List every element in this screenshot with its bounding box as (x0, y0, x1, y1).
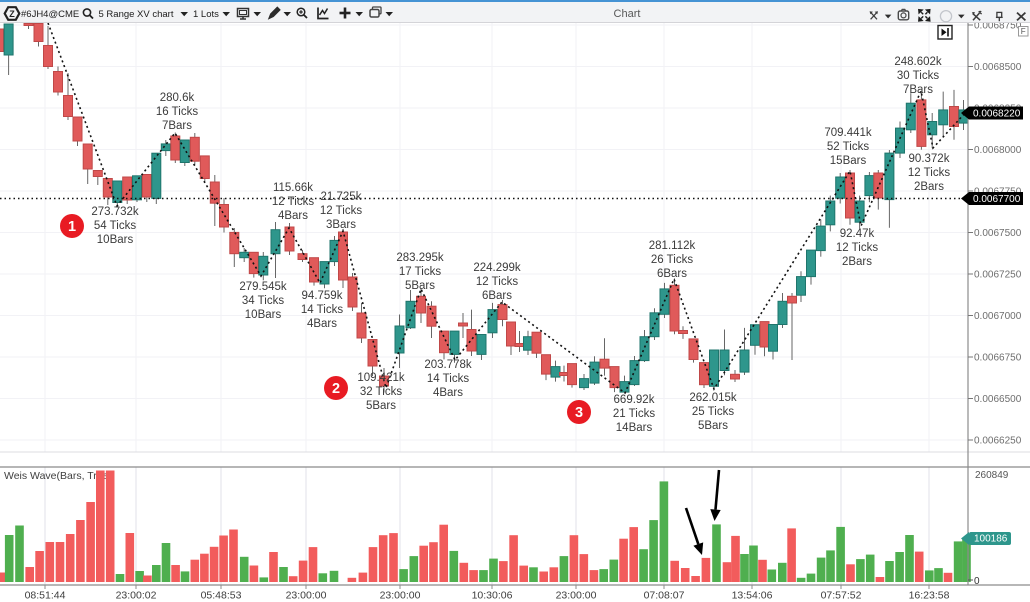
svg-text:Z: Z (9, 9, 15, 19)
svg-text:3Bars: 3Bars (326, 219, 356, 231)
svg-text:2Bars: 2Bars (914, 181, 944, 193)
svg-text:262.015k: 262.015k (689, 392, 737, 404)
svg-text:94.759k: 94.759k (302, 290, 343, 302)
svg-text:0.0066750: 0.0066750 (974, 353, 1022, 364)
svg-text:14 Ticks: 14 Ticks (427, 373, 469, 385)
svg-text:05:48:53: 05:48:53 (201, 590, 242, 602)
svg-text:14 Ticks: 14 Ticks (301, 304, 343, 316)
svg-text:280.6k: 280.6k (160, 92, 195, 104)
svg-text:669.92k: 669.92k (614, 394, 655, 406)
svg-text:15Bars: 15Bars (830, 155, 867, 167)
svg-text:6Bars: 6Bars (657, 268, 687, 280)
svg-text:0.0066250: 0.0066250 (974, 436, 1022, 447)
svg-text:0.0068750: 0.0068750 (974, 23, 1022, 32)
svg-text:7Bars: 7Bars (162, 120, 192, 132)
svg-text:12 Ticks: 12 Ticks (272, 196, 314, 208)
svg-text:12 Ticks: 12 Ticks (476, 276, 518, 288)
svg-text:16 Ticks: 16 Ticks (156, 106, 198, 118)
svg-text:2Bars: 2Bars (842, 256, 872, 268)
svg-text:115.66k: 115.66k (273, 182, 313, 194)
svg-text:52 Ticks: 52 Ticks (827, 141, 869, 153)
svg-text:0.0066500: 0.0066500 (974, 394, 1022, 405)
svg-text:2: 2 (332, 381, 340, 397)
svg-text:13:54:06: 13:54:06 (732, 590, 773, 602)
svg-text:54 Ticks: 54 Ticks (94, 220, 136, 232)
svg-text:10Bars: 10Bars (245, 309, 282, 321)
svg-text:281.112k: 281.112k (649, 240, 696, 252)
svg-text:21.725k: 21.725k (321, 191, 362, 203)
svg-text:07:08:07: 07:08:07 (644, 590, 685, 602)
svg-text:0.0067250: 0.0067250 (974, 270, 1022, 281)
svg-text:26 Ticks: 26 Ticks (651, 254, 693, 266)
svg-text:279.545k: 279.545k (239, 281, 287, 293)
svg-text:260849: 260849 (975, 470, 1009, 481)
svg-text:23:00:00: 23:00:00 (380, 590, 421, 602)
svg-text:12 Ticks: 12 Ticks (320, 205, 362, 217)
svg-text:0.0068500: 0.0068500 (974, 62, 1022, 73)
svg-text:23:00:00: 23:00:00 (556, 590, 597, 602)
svg-text:4Bars: 4Bars (278, 210, 308, 222)
svg-text:0.0067500: 0.0067500 (974, 228, 1022, 239)
svg-text:21 Ticks: 21 Ticks (613, 408, 655, 420)
svg-text:4Bars: 4Bars (307, 318, 337, 330)
svg-text:203.778k: 203.778k (424, 359, 472, 371)
svg-text:248.602k: 248.602k (894, 56, 942, 68)
svg-text:34 Ticks: 34 Ticks (242, 295, 284, 307)
svg-text:1 Lots: 1 Lots (193, 9, 219, 20)
svg-text:273.732k: 273.732k (91, 206, 139, 218)
svg-text:12 Ticks: 12 Ticks (908, 167, 950, 179)
svg-text:109.421k: 109.421k (357, 372, 405, 384)
svg-text:92.47k: 92.47k (840, 228, 875, 240)
svg-text:10Bars: 10Bars (97, 234, 134, 246)
svg-text:709.441k: 709.441k (824, 127, 872, 139)
svg-text:7Bars: 7Bars (903, 84, 933, 96)
svg-text:23:00:00: 23:00:00 (286, 590, 327, 602)
svg-text:23:00:02: 23:00:02 (116, 590, 157, 602)
svg-text:3: 3 (575, 405, 583, 421)
svg-text:17 Ticks: 17 Ticks (399, 266, 441, 278)
svg-text:224.299k: 224.299k (473, 262, 521, 274)
svg-text:5Bars: 5Bars (366, 400, 396, 412)
svg-text:Chart: Chart (614, 8, 641, 20)
svg-text:0: 0 (974, 576, 980, 587)
svg-text:0.0068220: 0.0068220 (973, 109, 1021, 120)
svg-text:5Bars: 5Bars (405, 280, 435, 292)
svg-text:30 Ticks: 30 Ticks (897, 70, 939, 82)
svg-text:5Bars: 5Bars (698, 420, 728, 432)
svg-text:6Bars: 6Bars (482, 290, 512, 302)
svg-text:1: 1 (68, 219, 76, 235)
svg-text:283.295k: 283.295k (396, 252, 444, 264)
svg-text:07:57:52: 07:57:52 (821, 590, 862, 602)
svg-text:#6JH4@CME: #6JH4@CME (21, 9, 79, 20)
svg-text:08:51:44: 08:51:44 (25, 590, 66, 602)
svg-text:10:30:06: 10:30:06 (472, 590, 513, 602)
svg-text:5 Range XV chart: 5 Range XV chart (99, 9, 174, 20)
svg-text:100186: 100186 (974, 534, 1008, 545)
svg-text:Weis Wave(Bars, True): Weis Wave(Bars, True) (4, 470, 112, 482)
svg-text:16:23:58: 16:23:58 (909, 590, 950, 602)
svg-text:0.0067700: 0.0067700 (973, 194, 1021, 205)
svg-text:12 Ticks: 12 Ticks (836, 242, 878, 254)
svg-text:0.0068000: 0.0068000 (974, 145, 1022, 156)
svg-text:4Bars: 4Bars (433, 387, 463, 399)
svg-text:14Bars: 14Bars (616, 422, 653, 434)
svg-text:0.0067000: 0.0067000 (974, 311, 1022, 322)
svg-text:25 Ticks: 25 Ticks (692, 406, 734, 418)
svg-text:90.372k: 90.372k (909, 153, 950, 165)
svg-text:F: F (1021, 27, 1026, 36)
svg-text:32 Ticks: 32 Ticks (360, 386, 402, 398)
